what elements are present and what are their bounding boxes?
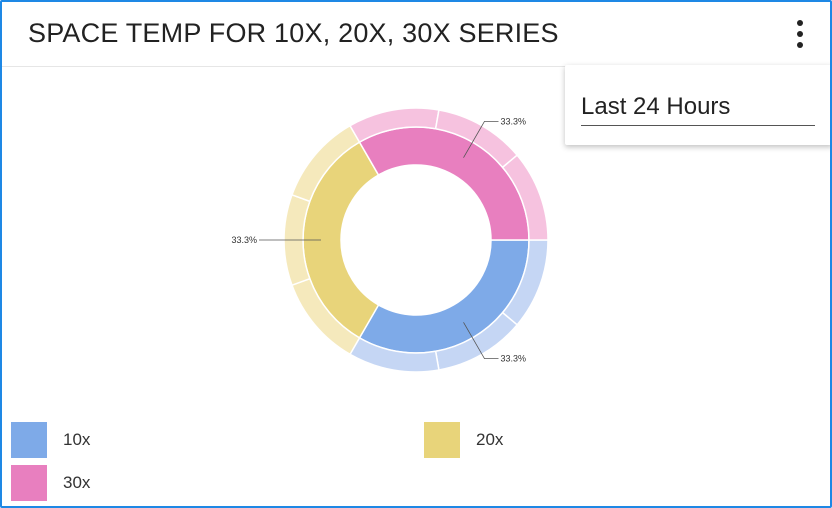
legend-label-30x: 30x (63, 473, 91, 492)
chart-legend: 10x 20x 30x (2, 416, 830, 506)
data-label-20x: 33.3% (231, 235, 257, 245)
legend-label-10x: 10x (63, 430, 91, 449)
range-dropdown: Last 24 Hours (565, 65, 830, 145)
data-label-30x: 33.3% (501, 116, 527, 126)
leader-line-10x (463, 322, 499, 360)
donut-chart: 33.3% 33.3% 33.3% (231, 107, 549, 373)
range-select[interactable]: Last 24 Hours (581, 91, 815, 126)
vertical-dots-icon[interactable] (792, 20, 808, 50)
legend-swatch-30x (11, 465, 47, 501)
card-header: SPACE TEMP FOR 10X, 20X, 30X SERIES (2, 2, 830, 67)
outer-segment-30x-3[interactable] (501, 154, 549, 241)
legend-label-20x: 20x (476, 430, 504, 449)
leader-line-30x (463, 120, 499, 158)
data-label-10x: 33.3% (501, 354, 527, 364)
chart-title: SPACE TEMP FOR 10X, 20X, 30X SERIES (28, 18, 559, 48)
legend-swatch-10x (11, 422, 47, 458)
legend-swatch-20x (424, 422, 460, 458)
